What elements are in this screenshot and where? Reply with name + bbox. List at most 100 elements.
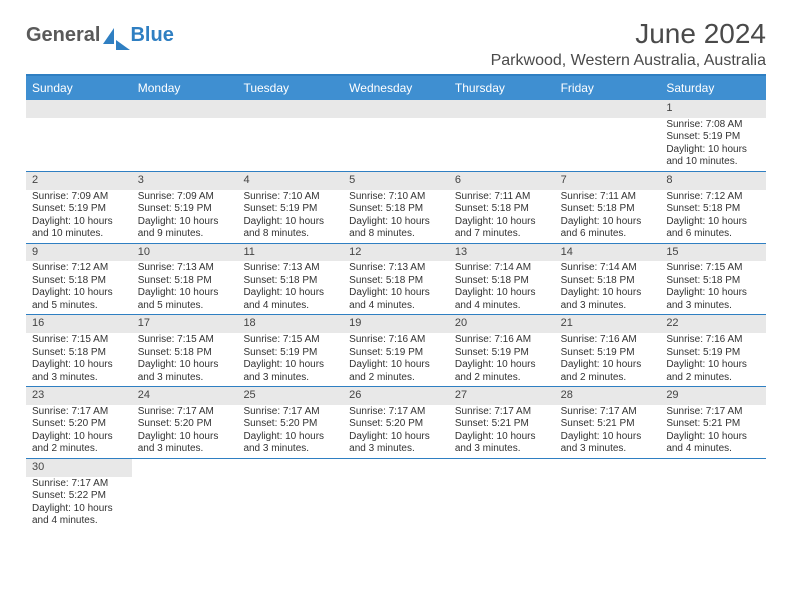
- day-body: [555, 118, 661, 158]
- sunset-line: Sunset: 5:18 PM: [666, 275, 760, 288]
- day-cell: 20Sunrise: 7:16 AMSunset: 5:19 PMDayligh…: [449, 315, 555, 386]
- day-number: 1: [660, 100, 766, 118]
- sunset-line: Sunset: 5:18 PM: [561, 275, 655, 288]
- day-body: Sunrise: 7:16 AMSunset: 5:19 PMDaylight:…: [555, 333, 661, 386]
- logo-text-general: General: [26, 24, 100, 47]
- daylight-line: Daylight: 10 hours and 4 minutes.: [32, 503, 126, 528]
- day-cell: 18Sunrise: 7:15 AMSunset: 5:19 PMDayligh…: [237, 315, 343, 386]
- day-header-mon: Monday: [132, 76, 238, 100]
- sunrise-line: Sunrise: 7:08 AM: [666, 119, 760, 132]
- daylight-line: Daylight: 10 hours and 5 minutes.: [138, 287, 232, 312]
- day-number: 19: [343, 315, 449, 333]
- daylight-line: Daylight: 10 hours and 5 minutes.: [32, 287, 126, 312]
- day-body: Sunrise: 7:13 AMSunset: 5:18 PMDaylight:…: [343, 261, 449, 314]
- day-cell: 25Sunrise: 7:17 AMSunset: 5:20 PMDayligh…: [237, 387, 343, 458]
- month-title: June 2024: [491, 18, 766, 50]
- day-cell: 1Sunrise: 7:08 AMSunset: 5:19 PMDaylight…: [660, 100, 766, 171]
- day-body: Sunrise: 7:16 AMSunset: 5:19 PMDaylight:…: [343, 333, 449, 386]
- sunset-line: Sunset: 5:20 PM: [243, 418, 337, 431]
- day-cell: 7Sunrise: 7:11 AMSunset: 5:18 PMDaylight…: [555, 172, 661, 243]
- day-cell: 29Sunrise: 7:17 AMSunset: 5:21 PMDayligh…: [660, 387, 766, 458]
- day-body: [132, 118, 238, 158]
- day-body: [343, 477, 449, 480]
- sunrise-line: Sunrise: 7:17 AM: [32, 406, 126, 419]
- logo: General Blue: [26, 18, 174, 47]
- logo-triangle2-icon: [116, 40, 130, 50]
- sunrise-line: Sunrise: 7:17 AM: [455, 406, 549, 419]
- week-row: 1Sunrise: 7:08 AMSunset: 5:19 PMDaylight…: [26, 100, 766, 172]
- day-body: Sunrise: 7:11 AMSunset: 5:18 PMDaylight:…: [555, 190, 661, 243]
- day-cell: [132, 100, 238, 171]
- day-number: 25: [237, 387, 343, 405]
- day-number: 10: [132, 244, 238, 262]
- day-number: 21: [555, 315, 661, 333]
- day-body: [449, 477, 555, 480]
- sunrise-line: Sunrise: 7:11 AM: [455, 191, 549, 204]
- day-header-thu: Thursday: [449, 76, 555, 100]
- day-cell: 23Sunrise: 7:17 AMSunset: 5:20 PMDayligh…: [26, 387, 132, 458]
- day-body: [237, 477, 343, 480]
- day-number: 5: [343, 172, 449, 190]
- sunset-line: Sunset: 5:19 PM: [243, 203, 337, 216]
- day-number: 22: [660, 315, 766, 333]
- sunset-line: Sunset: 5:18 PM: [349, 203, 443, 216]
- day-header-sat: Saturday: [660, 76, 766, 100]
- day-number: [343, 100, 449, 118]
- daylight-line: Daylight: 10 hours and 2 minutes.: [666, 359, 760, 384]
- sunset-line: Sunset: 5:19 PM: [666, 347, 760, 360]
- daylight-line: Daylight: 10 hours and 3 minutes.: [349, 431, 443, 456]
- day-cell: 11Sunrise: 7:13 AMSunset: 5:18 PMDayligh…: [237, 244, 343, 315]
- daylight-line: Daylight: 10 hours and 4 minutes.: [455, 287, 549, 312]
- daylight-line: Daylight: 10 hours and 6 minutes.: [561, 216, 655, 241]
- sunrise-line: Sunrise: 7:15 AM: [243, 334, 337, 347]
- week-row: 30Sunrise: 7:17 AMSunset: 5:22 PMDayligh…: [26, 459, 766, 530]
- sunrise-line: Sunrise: 7:15 AM: [32, 334, 126, 347]
- week-row: 9Sunrise: 7:12 AMSunset: 5:18 PMDaylight…: [26, 244, 766, 316]
- day-body: Sunrise: 7:15 AMSunset: 5:18 PMDaylight:…: [26, 333, 132, 386]
- week-row: 16Sunrise: 7:15 AMSunset: 5:18 PMDayligh…: [26, 315, 766, 387]
- day-cell: 12Sunrise: 7:13 AMSunset: 5:18 PMDayligh…: [343, 244, 449, 315]
- daylight-line: Daylight: 10 hours and 4 minutes.: [243, 287, 337, 312]
- day-number: [132, 100, 238, 118]
- daylight-line: Daylight: 10 hours and 3 minutes.: [32, 359, 126, 384]
- day-number: 14: [555, 244, 661, 262]
- day-cell: [449, 459, 555, 530]
- day-number: 11: [237, 244, 343, 262]
- sunset-line: Sunset: 5:18 PM: [561, 203, 655, 216]
- day-number: 13: [449, 244, 555, 262]
- day-number: 24: [132, 387, 238, 405]
- sunset-line: Sunset: 5:21 PM: [561, 418, 655, 431]
- header: General Blue June 2024 Parkwood, Western…: [26, 18, 766, 70]
- sunrise-line: Sunrise: 7:17 AM: [32, 478, 126, 491]
- daylight-line: Daylight: 10 hours and 8 minutes.: [243, 216, 337, 241]
- day-cell: 14Sunrise: 7:14 AMSunset: 5:18 PMDayligh…: [555, 244, 661, 315]
- day-body: Sunrise: 7:17 AMSunset: 5:20 PMDaylight:…: [343, 405, 449, 458]
- sunset-line: Sunset: 5:19 PM: [666, 131, 760, 144]
- sunset-line: Sunset: 5:18 PM: [32, 275, 126, 288]
- day-number: 16: [26, 315, 132, 333]
- day-body: Sunrise: 7:14 AMSunset: 5:18 PMDaylight:…: [555, 261, 661, 314]
- day-cell: 24Sunrise: 7:17 AMSunset: 5:20 PMDayligh…: [132, 387, 238, 458]
- day-body: Sunrise: 7:17 AMSunset: 5:21 PMDaylight:…: [660, 405, 766, 458]
- sunrise-line: Sunrise: 7:17 AM: [138, 406, 232, 419]
- day-cell: 19Sunrise: 7:16 AMSunset: 5:19 PMDayligh…: [343, 315, 449, 386]
- day-cell: 2Sunrise: 7:09 AMSunset: 5:19 PMDaylight…: [26, 172, 132, 243]
- day-cell: 5Sunrise: 7:10 AMSunset: 5:18 PMDaylight…: [343, 172, 449, 243]
- daylight-line: Daylight: 10 hours and 4 minutes.: [666, 431, 760, 456]
- daylight-line: Daylight: 10 hours and 10 minutes.: [666, 144, 760, 169]
- sunset-line: Sunset: 5:19 PM: [455, 347, 549, 360]
- day-body: [449, 118, 555, 158]
- daylight-line: Daylight: 10 hours and 3 minutes.: [243, 359, 337, 384]
- day-number: 12: [343, 244, 449, 262]
- day-header-fri: Friday: [555, 76, 661, 100]
- sunset-line: Sunset: 5:19 PM: [349, 347, 443, 360]
- day-number: 7: [555, 172, 661, 190]
- day-cell: 21Sunrise: 7:16 AMSunset: 5:19 PMDayligh…: [555, 315, 661, 386]
- sunrise-line: Sunrise: 7:17 AM: [349, 406, 443, 419]
- daylight-line: Daylight: 10 hours and 7 minutes.: [455, 216, 549, 241]
- day-cell: [343, 100, 449, 171]
- day-number: [555, 100, 661, 118]
- sunset-line: Sunset: 5:18 PM: [138, 347, 232, 360]
- sunrise-line: Sunrise: 7:14 AM: [455, 262, 549, 275]
- daylight-line: Daylight: 10 hours and 4 minutes.: [349, 287, 443, 312]
